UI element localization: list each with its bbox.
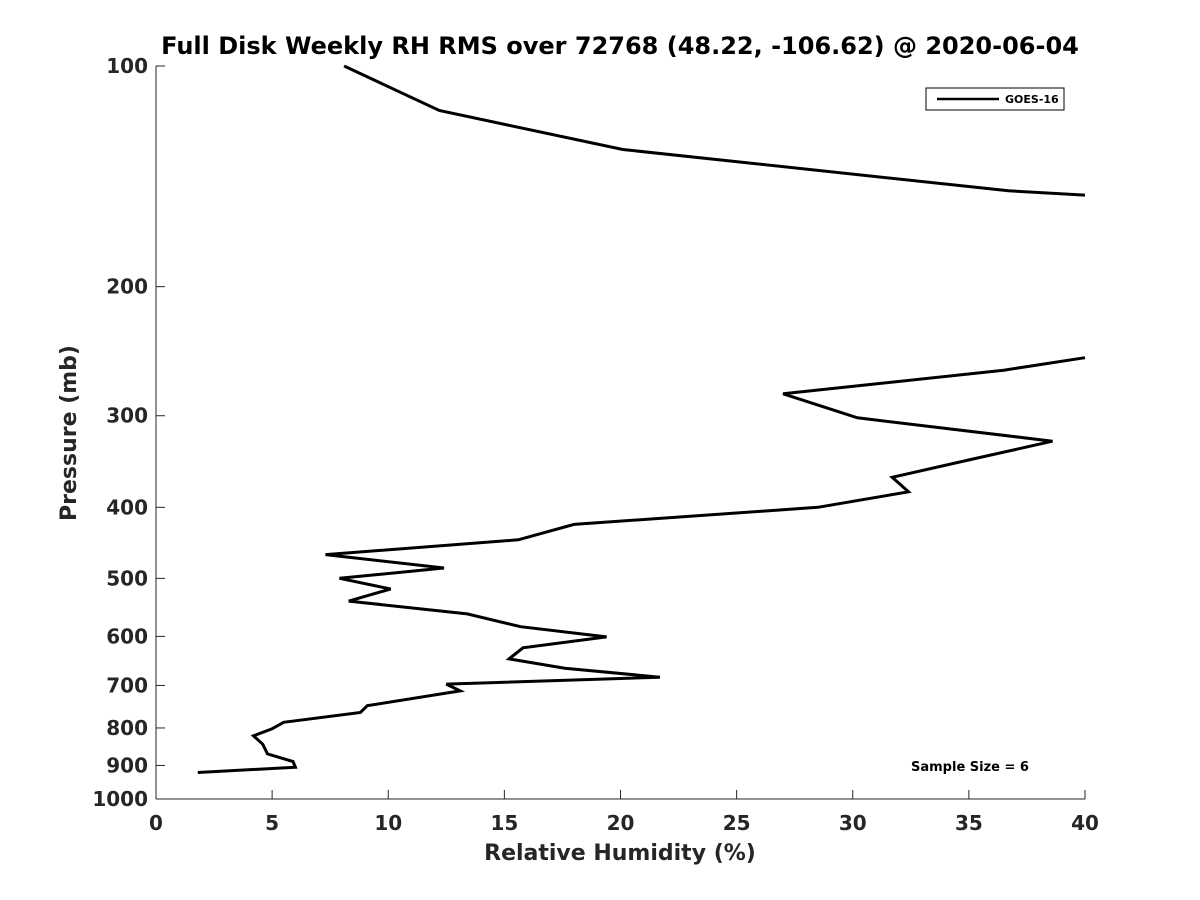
legend-label: GOES-16 (1005, 93, 1059, 106)
y-tick-label: 200 (106, 275, 148, 299)
y-tick-label: 700 (106, 673, 148, 697)
x-tick-label: 15 (490, 811, 518, 835)
x-tick-label: 5 (265, 811, 279, 835)
x-tick-label: 25 (723, 811, 751, 835)
y-tick-label: 400 (106, 495, 148, 519)
x-axis-ticks: 0 5 10 15 20 25 30 35 40 (149, 790, 1099, 835)
x-tick-label: 20 (607, 811, 635, 835)
axes (155, 66, 1085, 800)
y-tick-label: 300 (106, 404, 148, 428)
y-tick-label: 800 (106, 716, 148, 740)
series-line-1 (343, 64, 1086, 197)
x-tick-label: 35 (955, 811, 983, 835)
y-tick-label: 500 (106, 566, 148, 590)
series-line-2 (197, 356, 1086, 774)
series-lines (197, 64, 1086, 774)
y-tick-label: 600 (106, 624, 148, 648)
y-axis-ticks: 100 200 300 400 500 600 700 800 900 1000 (92, 54, 165, 811)
y-tick-label: 100 (106, 54, 148, 78)
sample-size-annotation: Sample Size = 6 (911, 760, 1029, 775)
chart-title: Full Disk Weekly RH RMS over 72768 (48.2… (161, 32, 1079, 60)
x-tick-label: 40 (1071, 811, 1099, 835)
x-tick-label: 0 (149, 811, 163, 835)
y-tick-label: 900 (106, 753, 148, 777)
legend: GOES-16 (925, 87, 1065, 111)
x-axis-label: Relative Humidity (%) (484, 841, 756, 866)
y-tick-label: 1000 (92, 787, 148, 811)
y-axis-label: Pressure (mb) (57, 345, 82, 521)
x-tick-label: 30 (839, 811, 867, 835)
x-tick-label: 10 (374, 811, 402, 835)
